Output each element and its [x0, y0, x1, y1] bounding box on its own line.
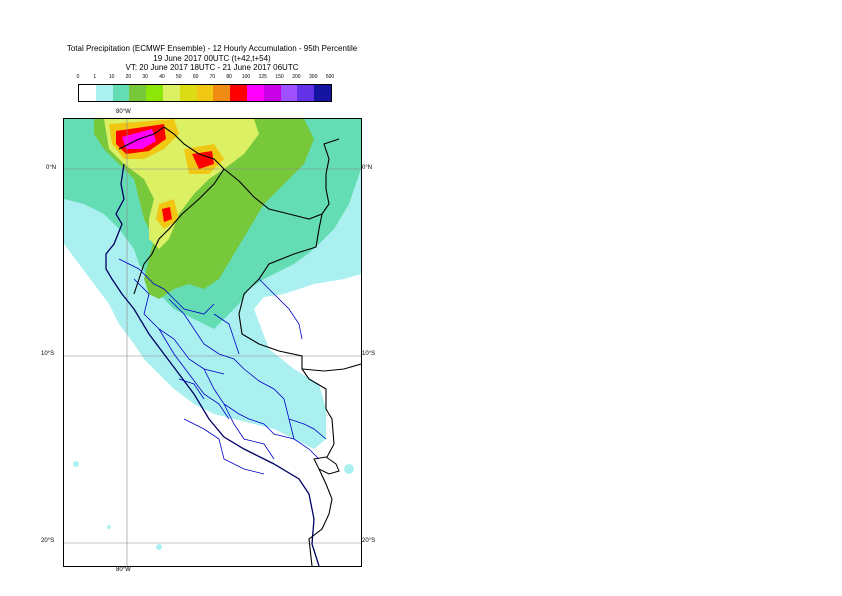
- legend-threshold-label: 40: [159, 74, 165, 80]
- precip-spot: [344, 464, 354, 474]
- legend-swatch: [162, 85, 180, 101]
- title-line-1: Total Precipitation (ECMWF Ensemble) - 1…: [66, 44, 358, 53]
- precip-spot: [156, 544, 162, 550]
- legend-threshold-label: 10: [108, 74, 115, 80]
- legend-swatch: [146, 85, 163, 101]
- lat-label-20-left: 20°S: [41, 538, 55, 544]
- lake-titicaca: [313, 456, 340, 475]
- legend-bar: [78, 84, 332, 102]
- color-legend: 0 1 10 20 30 40 50 60 70 80 100 125 150 200 300 500: [76, 74, 348, 102]
- precipitation-map: [64, 119, 361, 566]
- legend-threshold-label: 20: [125, 74, 132, 80]
- lat-label-20-right: 20°S: [362, 538, 376, 544]
- legend-swatch: [95, 85, 113, 101]
- admin-boundaries: [118, 258, 327, 475]
- legend-labels: 0 1 10 20 30 40 50 60 70 80 100 125 150 200 300 500: [76, 74, 348, 84]
- legend-threshold-label: 200: [292, 74, 301, 80]
- legend-threshold-label: 300: [309, 74, 318, 80]
- legend-swatch: [79, 85, 96, 101]
- legend-swatch: [196, 85, 214, 101]
- precip-spot: [107, 525, 111, 529]
- legend-threshold-label: 60: [192, 74, 199, 80]
- lon-label-top: 80°W: [116, 109, 131, 115]
- precip-spot: [73, 461, 79, 467]
- legend-threshold-label: 100: [241, 74, 251, 80]
- border-bolivia-brazil: [301, 363, 361, 372]
- lat-label-10-left: 10°S: [41, 351, 55, 357]
- legend-swatch: [314, 85, 331, 101]
- legend-threshold-label: 125: [258, 74, 267, 80]
- lon-label-bottom: 80°W: [116, 567, 131, 573]
- legend-swatch: [280, 85, 298, 101]
- legend-threshold-label: 80: [226, 74, 232, 80]
- legend-threshold-label: 30: [142, 74, 148, 80]
- map-title: Total Precipitation (ECMWF Ensemble) - 1…: [0, 44, 424, 73]
- legend-swatch: [230, 85, 247, 101]
- legend-swatch: [129, 85, 147, 101]
- title-line-2: 19 June 2017 00UTC (t+42,t+54): [153, 53, 271, 63]
- coastline: [105, 163, 320, 566]
- legend-swatch: [179, 85, 197, 101]
- legend-threshold-label: 50: [176, 74, 182, 80]
- legend-threshold-label: 1: [93, 74, 97, 80]
- legend-swatch: [213, 85, 231, 101]
- lat-label-10-right: 10°S: [362, 351, 376, 357]
- legend-swatch: [112, 85, 130, 101]
- legend-swatch: [263, 85, 281, 101]
- legend-threshold-label: 0: [76, 74, 80, 80]
- legend-threshold-label: 500: [325, 74, 335, 80]
- legend-threshold-label: 70: [209, 74, 216, 80]
- border-ecuador-colombia: [118, 126, 225, 170]
- legend-swatch: [297, 85, 315, 101]
- lat-label-0-right: 0°N: [362, 165, 373, 171]
- lat-label-0-left: 0°N: [46, 165, 57, 171]
- legend-threshold-label: 150: [275, 74, 284, 80]
- map-panel: [63, 118, 362, 567]
- legend-swatch: [246, 85, 264, 101]
- title-line-3: VT: 20 June 2017 18UTC - 21 June 2017 06…: [125, 63, 299, 72]
- border-peru-brazil: [238, 213, 335, 445]
